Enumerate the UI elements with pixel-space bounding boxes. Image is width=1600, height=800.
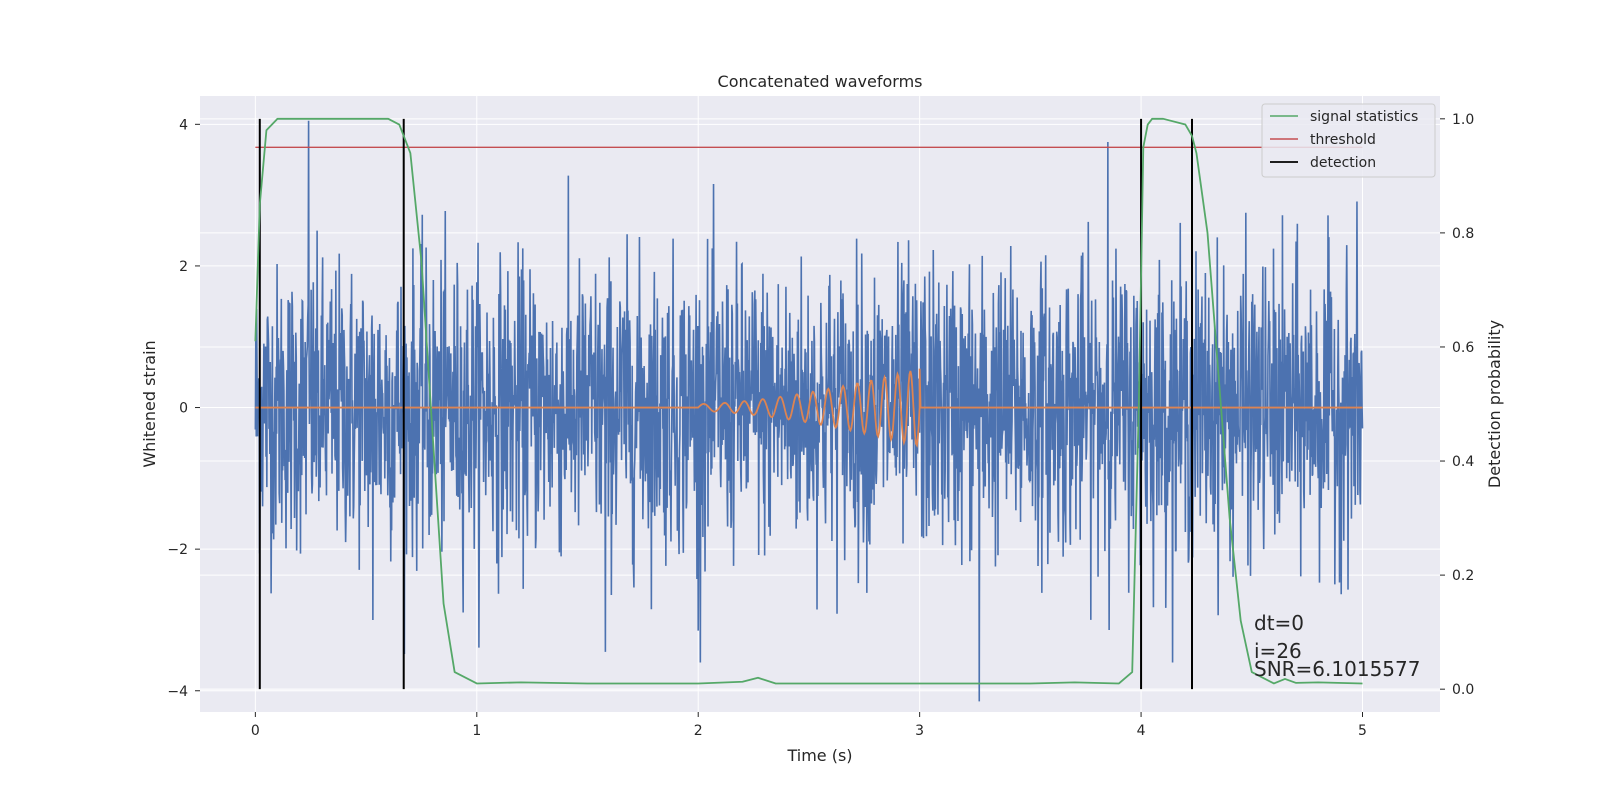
strain-line (254, 120, 1364, 702)
y-tick-label: −4 (167, 684, 188, 700)
y2-tick-label: 0.8 (1452, 226, 1474, 242)
y2-tick-label: 0.2 (1452, 568, 1474, 584)
x-tick-label: 3 (915, 723, 924, 739)
y2-tick-label: 1.0 (1452, 112, 1474, 128)
legend-box (1261, 103, 1436, 178)
y-tick-label: 2 (179, 259, 188, 275)
y2-axis-label: Detection probability (1485, 320, 1504, 488)
y-tick-label: 0 (179, 401, 188, 417)
x-axis-label: Time (s) (786, 746, 852, 765)
x-tick-label: 4 (1137, 723, 1146, 739)
x-tick-label: 5 (1358, 723, 1367, 739)
strain-series (254, 120, 1364, 702)
annotation-dt: dt=0 (1254, 611, 1304, 635)
signal-statistics-series (254, 117, 1363, 685)
legend-label-detection: detection (1310, 155, 1376, 171)
y2-tick-label: 0.6 (1452, 340, 1474, 356)
x-tick-label: 2 (694, 723, 703, 739)
legend: signal statistics threshold detection (1261, 103, 1436, 178)
x-tick-label: 0 (251, 723, 260, 739)
template-series (255, 368, 1363, 448)
tick-labels: 0 1 2 3 4 5 −4 −2 0 2 4 0.0 0.2 0.4 0.6 0.8 1.0 (167, 112, 1474, 739)
annotation-i: i=26 (1254, 639, 1302, 663)
template-line (255, 368, 1363, 448)
signal-statistics-line (254, 117, 1363, 685)
x-tick-label: 1 (472, 723, 481, 739)
y-tick-label: −2 (167, 542, 188, 558)
legend-label-threshold: threshold (1310, 132, 1376, 148)
legend-label-signal-statistics: signal statistics (1310, 109, 1418, 125)
y2-tick-label: 0.0 (1452, 682, 1474, 698)
y-axis-label: Whitened strain (140, 340, 159, 467)
chart-title: Concatenated waveforms (718, 72, 923, 91)
detection-lines (258, 118, 1193, 690)
annotation-snr: SNR=6.1015577 (1254, 657, 1420, 681)
y2-tick-label: 0.4 (1452, 454, 1474, 470)
y-tick-label: 4 (179, 117, 188, 133)
